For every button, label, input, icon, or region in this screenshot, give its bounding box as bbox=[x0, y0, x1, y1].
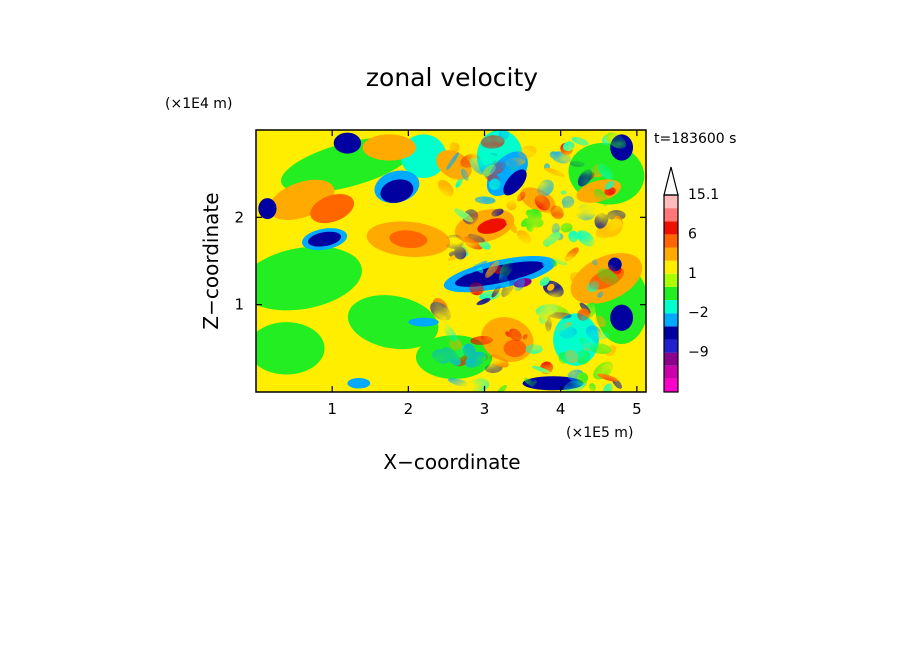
y-unit-label: (×1E4 m) bbox=[165, 96, 232, 112]
colorbar-segment bbox=[664, 286, 678, 301]
colorbar-label: 1 bbox=[688, 266, 697, 282]
time-label: t=183600 s bbox=[654, 131, 736, 147]
colorbar-segment bbox=[664, 339, 678, 353]
colorbar-segment bbox=[664, 221, 678, 235]
colorbar-segment bbox=[664, 313, 678, 327]
y-axis-label: Z−coordinate bbox=[199, 192, 223, 329]
x-tick-label: 2 bbox=[404, 400, 414, 418]
colorbar-label: 6 bbox=[688, 226, 697, 242]
y-axis-ticks: 12 bbox=[234, 208, 646, 314]
colorbar-segment bbox=[664, 234, 678, 248]
colorbar-segment bbox=[664, 260, 678, 274]
colorbar-label: −9 bbox=[688, 345, 709, 361]
contour-field bbox=[256, 130, 646, 392]
colorbar-frame bbox=[663, 194, 679, 393]
x-tick-label: 1 bbox=[327, 400, 337, 418]
y-tick-label: 2 bbox=[234, 208, 244, 226]
colorbar-segment bbox=[664, 378, 678, 392]
plot-frame bbox=[255, 129, 647, 393]
x-tick-label: 3 bbox=[480, 400, 490, 418]
colorbar-segment bbox=[664, 300, 678, 314]
colorbar-segment bbox=[664, 365, 678, 379]
colorbar: 15.1 6 1 −2 −9 bbox=[663, 166, 719, 393]
colorbar-segment bbox=[664, 352, 678, 366]
colorbar-segment bbox=[664, 247, 678, 261]
colorbar-label: −2 bbox=[688, 305, 709, 321]
x-axis-label: X−coordinate bbox=[383, 450, 520, 474]
colorbar-extend-arrow bbox=[663, 166, 679, 196]
x-tick-label: 4 bbox=[556, 400, 566, 418]
colorbar-segment bbox=[664, 195, 678, 209]
y-tick-label: 1 bbox=[234, 296, 244, 314]
x-axis-ticks: 1 2 3 4 5 bbox=[327, 130, 642, 418]
x-tick-label: 5 bbox=[632, 400, 642, 418]
x-unit-label: (×1E5 m) bbox=[566, 425, 633, 441]
colorbar-segment bbox=[664, 326, 678, 340]
colorbar-label: 15.1 bbox=[688, 187, 719, 203]
colorbar-segment bbox=[664, 208, 678, 222]
chart-title: zonal velocity bbox=[366, 63, 538, 92]
colorbar-segment bbox=[664, 273, 678, 287]
